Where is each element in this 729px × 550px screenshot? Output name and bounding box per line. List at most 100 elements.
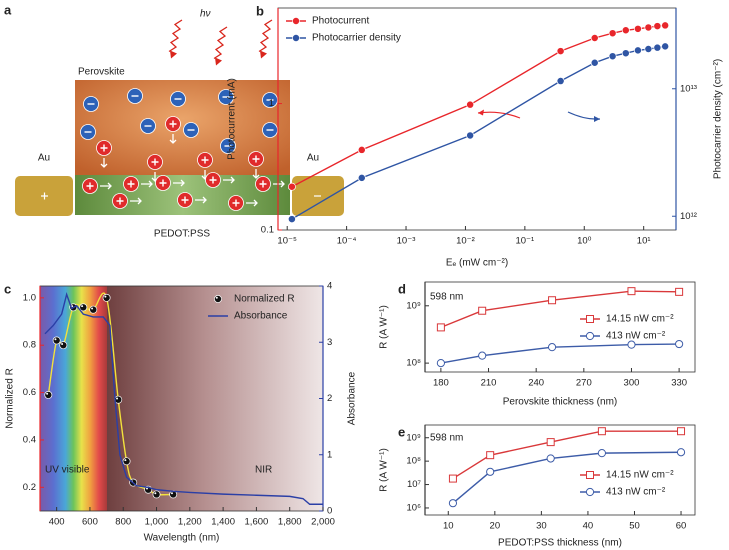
x-tick-label: 10⁻⁴ bbox=[337, 236, 357, 247]
sign bbox=[41, 192, 48, 200]
arrow-head bbox=[594, 116, 600, 122]
marker bbox=[621, 49, 630, 58]
x-tick-label: 50 bbox=[629, 521, 640, 532]
x-tick-label: 10¹ bbox=[637, 236, 651, 247]
marker bbox=[556, 77, 565, 85]
x-tick-label: 300 bbox=[624, 378, 640, 389]
legend-label: Photocurrent bbox=[312, 16, 369, 27]
marker bbox=[478, 351, 487, 360]
y-tick-label: 0.1 bbox=[261, 225, 274, 236]
y-axis-title: R (A W⁻¹) bbox=[379, 448, 390, 492]
electrode-label: Au bbox=[307, 153, 319, 164]
photon-label: hν bbox=[200, 9, 211, 20]
y-tick-label: 10⁷ bbox=[407, 479, 422, 490]
sign bbox=[86, 182, 94, 190]
x-axis-title: Wavelength (nm) bbox=[144, 533, 220, 544]
x-tick-label: 180 bbox=[433, 378, 449, 389]
electrode-label: Au bbox=[38, 153, 50, 164]
y2-tick-label: 0 bbox=[327, 506, 332, 517]
highlight bbox=[154, 492, 157, 495]
highlight bbox=[46, 392, 49, 395]
panel-label: d bbox=[398, 281, 406, 296]
highlight bbox=[124, 459, 127, 462]
x-tick-label: 10⁻¹ bbox=[515, 236, 534, 247]
marker bbox=[556, 47, 565, 56]
layer-label: PEDOT:PSS bbox=[154, 229, 210, 240]
x-tick-label: 1,600 bbox=[245, 517, 269, 528]
sign bbox=[209, 176, 217, 184]
y2-tick-label: 10¹³ bbox=[680, 83, 697, 94]
drift-arrow bbox=[100, 158, 108, 168]
y2-tick-label: 3 bbox=[327, 337, 332, 348]
drift-arrow bbox=[169, 134, 177, 144]
marker bbox=[597, 449, 606, 458]
drift-arrow bbox=[100, 182, 112, 190]
y-tick-label: 1.0 bbox=[23, 292, 36, 303]
sign bbox=[252, 155, 260, 163]
x-tick-label: 270 bbox=[576, 378, 592, 389]
highlight bbox=[215, 296, 218, 299]
y-tick-label: 1 bbox=[269, 98, 274, 109]
marker bbox=[675, 339, 684, 349]
arrow-head bbox=[170, 50, 177, 59]
marker bbox=[597, 427, 606, 436]
highlight bbox=[91, 307, 94, 310]
marker bbox=[608, 52, 617, 61]
y-tick-label: 0.4 bbox=[23, 434, 36, 445]
photon-arrow bbox=[168, 19, 183, 53]
legend-label: 14.15 nW cm⁻² bbox=[606, 470, 674, 481]
y2-tick-label: 4 bbox=[327, 281, 332, 292]
drift-arrow bbox=[252, 169, 260, 179]
sign bbox=[116, 197, 124, 205]
x-tick-label: 40 bbox=[583, 521, 594, 532]
series-line bbox=[440, 343, 680, 364]
marker bbox=[436, 359, 445, 368]
highlight bbox=[116, 397, 119, 400]
marker bbox=[478, 306, 487, 315]
legend-marker bbox=[586, 471, 594, 479]
sign bbox=[232, 199, 240, 207]
legend-marker bbox=[292, 34, 300, 42]
nir-band bbox=[107, 286, 323, 511]
annotation-arrow bbox=[477, 111, 521, 119]
annotation: UV visible bbox=[45, 465, 90, 476]
sign bbox=[151, 158, 159, 166]
x-tick-label: 600 bbox=[82, 517, 98, 528]
marker bbox=[627, 340, 636, 349]
legend-marker bbox=[585, 487, 595, 497]
marker bbox=[287, 215, 296, 224]
x-tick-label: 1,000 bbox=[145, 517, 169, 528]
x-tick-label: 210 bbox=[481, 378, 497, 389]
legend-label: 413 nW cm⁻² bbox=[606, 331, 666, 342]
arrow-head bbox=[215, 57, 222, 66]
marker bbox=[436, 323, 445, 332]
marker bbox=[627, 287, 636, 296]
x-axis-title: Eₑ (mW cm⁻²) bbox=[446, 258, 508, 269]
y-tick-label: 10⁶ bbox=[407, 502, 422, 513]
sign bbox=[100, 144, 108, 152]
x-tick-label: 240 bbox=[528, 378, 544, 389]
sign bbox=[181, 196, 189, 204]
y-tick-label: 10⁸ bbox=[406, 358, 421, 369]
x-tick-label: 60 bbox=[676, 521, 687, 532]
legend-marker bbox=[292, 17, 300, 25]
marker bbox=[590, 58, 599, 67]
marker bbox=[152, 490, 161, 499]
marker bbox=[547, 343, 557, 352]
marker bbox=[590, 34, 599, 42]
legend-label: 14.15 nW cm⁻² bbox=[606, 314, 674, 325]
drift-arrow bbox=[195, 196, 207, 204]
y-tick-label: 0.6 bbox=[23, 387, 36, 398]
drift-arrow bbox=[246, 199, 258, 207]
layer-label: Perovskite bbox=[78, 67, 125, 78]
highlight bbox=[170, 492, 173, 495]
drift-arrow bbox=[141, 180, 153, 188]
y-tick-label: 10⁸ bbox=[406, 456, 421, 467]
drift-arrow bbox=[223, 176, 235, 184]
sign bbox=[159, 179, 167, 187]
y2-axis-title: Absorbance bbox=[347, 371, 358, 425]
marker bbox=[661, 42, 670, 51]
marker bbox=[89, 305, 98, 314]
legend-marker bbox=[586, 315, 594, 323]
